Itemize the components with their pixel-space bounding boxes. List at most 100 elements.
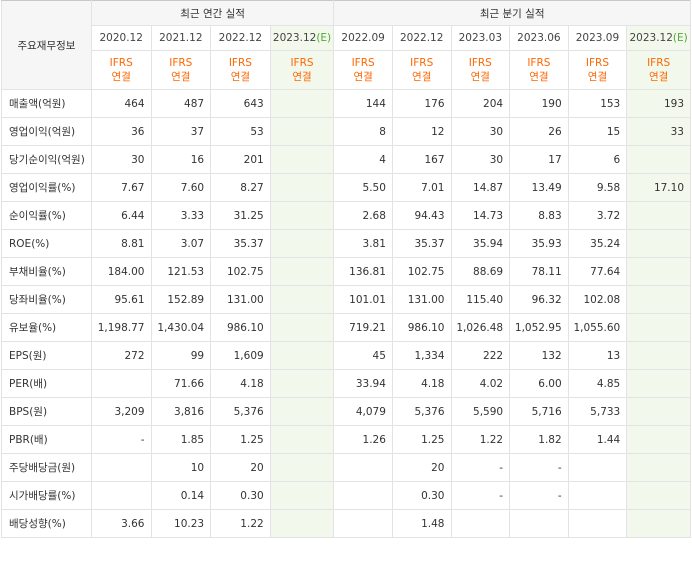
period-header: 2022.12 [210, 25, 271, 51]
row-label: 주당배당금(원) [1, 453, 92, 482]
table-row: 배당성향(%) 3.66 10.23 1.22 1.48 [1, 509, 691, 538]
value-cell: 101.01 [333, 285, 393, 314]
value-cell [90, 453, 152, 482]
value-cell: 8.83 [509, 201, 569, 230]
value-cell: 14.73 [450, 201, 511, 230]
table-row: 매출액(억원) 464 487 643 144 176 204 190 153 193 [1, 89, 691, 118]
value-cell: 95.61 [90, 285, 152, 314]
value-cell: 487 [150, 89, 212, 118]
value-cell [269, 229, 335, 258]
row-label: PBR(배) [1, 425, 92, 454]
value-cell: 1,052.95 [509, 313, 569, 342]
value-cell: 1.25 [210, 425, 271, 454]
value-cell [567, 509, 628, 538]
accounting-standard-cell: IFRS 연결 [509, 50, 569, 90]
value-cell: 33 [626, 117, 691, 146]
value-cell: 33.94 [333, 369, 393, 398]
standard-line-ifrs: IFRS [527, 57, 551, 69]
accounting-standard-row: IFRS 연결 IFRS 연결 IFRS 연결 IFRS 연결 IFRS 연결 IFRS 연결 IFRS… [2, 50, 691, 90]
value-cell: 26 [509, 117, 569, 146]
period-label: 2023.03 [458, 32, 502, 44]
value-cell: 71.66 [150, 369, 212, 398]
value-cell [626, 509, 691, 538]
row-label: EPS(원) [1, 341, 92, 370]
value-cell: 13 [567, 341, 628, 370]
table-row: ROE(%) 8.81 3.07 35.37 3.81 35.37 35.94 35.93 35… [1, 229, 691, 258]
financial-summary-table: 주요재무정보 최근 연간 실적 최근 분기 실적 2020.12 2021.12 2… [1, 0, 691, 538]
value-cell: 152.89 [150, 285, 212, 314]
value-cell: 35.93 [509, 229, 569, 258]
value-cell: 35.37 [391, 229, 452, 258]
value-cell: 0.14 [150, 481, 212, 510]
period-header: 2023.12(E) [269, 25, 335, 51]
value-cell: 1.22 [210, 509, 271, 538]
value-cell: 7.67 [90, 173, 152, 202]
period-label: 2023.09 [575, 32, 620, 44]
value-cell [269, 89, 335, 118]
value-cell: 0.30 [391, 481, 452, 510]
estimate-mark: (E) [672, 32, 688, 44]
value-cell: - [450, 481, 511, 510]
period-header: 2022.09 [333, 25, 393, 51]
value-cell: 17.10 [626, 173, 691, 202]
corner-header: 주요재무정보 [1, 0, 92, 90]
value-cell [269, 481, 335, 510]
value-cell [626, 313, 691, 342]
period-header-row: 2020.12 2021.12 2022.12 2023.12(E) 2022.09 20… [2, 25, 691, 51]
period-header: 2020.12 [90, 25, 152, 51]
value-cell: - [509, 453, 569, 482]
period-label: 2023.12 [629, 32, 673, 44]
value-cell: 20 [210, 453, 271, 482]
accounting-standard-cell: IFRS 연결 [269, 50, 335, 90]
value-cell: 88.69 [450, 257, 511, 286]
value-cell: 1.85 [150, 425, 212, 454]
row-label: 영업이익(억원) [1, 117, 92, 146]
value-cell [269, 257, 335, 286]
period-header: 2021.12 [150, 25, 212, 51]
value-cell: 4.18 [391, 369, 452, 398]
value-cell: 5.50 [333, 173, 393, 202]
value-cell: 3.66 [90, 509, 152, 538]
value-cell: 3,816 [150, 397, 212, 426]
value-cell: 35.37 [210, 229, 271, 258]
value-cell: 1,430.04 [150, 313, 212, 342]
table-row: 영업이익률(%) 7.67 7.60 8.27 5.50 7.01 14.87 13.49 9.… [1, 173, 691, 202]
value-cell: 132 [509, 341, 569, 370]
value-cell: 36 [90, 117, 152, 146]
value-cell: 30 [450, 117, 511, 146]
value-cell: 1,609 [210, 341, 271, 370]
annual-group-header: 최근 연간 실적 [90, 0, 335, 26]
standard-line-consolidated: 연결 [529, 71, 549, 83]
value-cell: 96.32 [509, 285, 569, 314]
value-cell: 184.00 [90, 257, 152, 286]
value-cell: 464 [90, 89, 152, 118]
standard-line-consolidated: 연결 [171, 71, 191, 83]
value-cell [626, 397, 691, 426]
value-cell: 35.94 [450, 229, 511, 258]
value-cell [269, 285, 335, 314]
accounting-standard-cell: IFRS 연결 [450, 50, 511, 90]
value-cell: 6.44 [90, 201, 152, 230]
value-cell: 4.85 [567, 369, 628, 398]
value-cell: 3.72 [567, 201, 628, 230]
value-cell: 4,079 [333, 397, 393, 426]
value-cell: 131.00 [391, 285, 452, 314]
accounting-standard-cell: IFRS 연결 [333, 50, 393, 90]
value-cell: 0.30 [210, 481, 271, 510]
standard-line-consolidated: 연결 [648, 71, 669, 83]
value-cell [333, 453, 393, 482]
value-cell: 7.01 [391, 173, 452, 202]
value-cell: 77.64 [567, 257, 628, 286]
period-header: 2022.12 [391, 25, 452, 51]
value-cell: 102.75 [391, 257, 452, 286]
value-cell: - [509, 481, 569, 510]
value-cell [333, 481, 393, 510]
period-label: 2023.12 [272, 32, 317, 44]
table-row: 부채비율(%) 184.00 121.53 102.75 136.81 102.75 88.… [1, 257, 691, 286]
value-cell: 131.00 [210, 285, 271, 314]
value-cell [269, 145, 335, 174]
period-label: 2022.12 [400, 32, 444, 44]
table-row: 당좌비율(%) 95.61 152.89 131.00 101.01 131.00 115.… [1, 285, 691, 314]
value-cell: 643 [210, 89, 271, 118]
value-cell: 37 [150, 117, 212, 146]
